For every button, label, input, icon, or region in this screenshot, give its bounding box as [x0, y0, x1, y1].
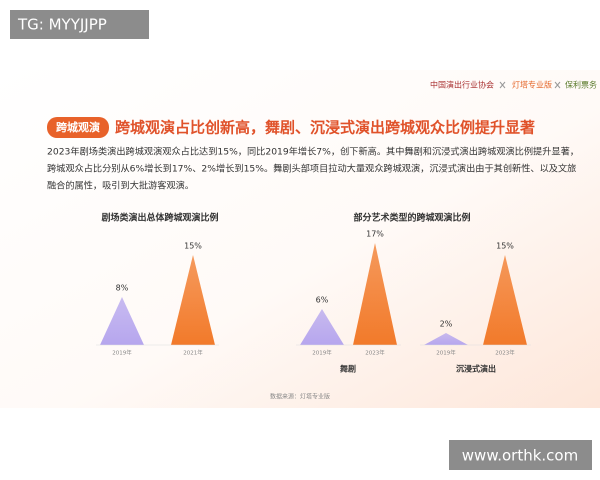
x-tick-label: 2019年 [312, 349, 332, 357]
source: 数据来源：灯塔专业版 [270, 393, 330, 401]
headline: 跨城观演占比创新高，舞剧、沉浸式演出跨城观众比例提升显著 [115, 119, 535, 137]
logo: 灯塔专业版 [512, 80, 552, 90]
value-label: 15% [496, 242, 514, 251]
triangle-bar [483, 255, 527, 345]
triangle-bar [300, 309, 344, 345]
group-label: 舞剧 [339, 364, 356, 374]
triangle-bar [171, 255, 215, 345]
x-tick-label: 2019年 [112, 349, 132, 357]
paragraph-line: 融合的属性，吸引到大批游客观演。 [47, 180, 194, 192]
paragraph-line: 2023年剧场类演出跨城观演观众占比达到15%，同比2019年增长7%，创下新高… [47, 146, 579, 158]
value-label: 17% [366, 230, 384, 239]
value-label: 6% [316, 296, 329, 305]
value-label: 15% [184, 242, 202, 251]
watermark-box [449, 440, 592, 470]
section-tag: 跨城观演 [56, 120, 100, 134]
x-tick-label: 2021年 [183, 349, 203, 357]
logo: 保利票务 [565, 80, 597, 90]
value-label: 8% [116, 284, 129, 293]
logo: 中国演出行业协会 [430, 80, 494, 90]
triangle-bar [424, 333, 468, 345]
separator [554, 81, 561, 89]
watermark: TG: MYYJJPP [17, 16, 107, 34]
separator [499, 81, 506, 89]
x-tick-label: 2023年 [495, 349, 515, 357]
triangle-bar [353, 243, 397, 345]
section-tag-bg [47, 117, 109, 138]
paragraph-line: 跨城观众占比分别从6%增长到17%、2%增长到15%。舞剧头部项目拉动大量观众跨… [47, 163, 576, 175]
group-label: 沉浸式演出 [456, 364, 496, 374]
watermark: www.orthk.com [462, 447, 578, 465]
triangle-bar [100, 297, 144, 345]
x-tick-label: 2019年 [436, 349, 456, 357]
watermark-box [10, 10, 149, 39]
chart-title: 剧场类演出总体跨城观演比例 [101, 212, 218, 224]
chart-title: 部分艺术类型的跨城观演比例 [353, 212, 470, 224]
value-label: 2% [440, 320, 453, 329]
x-tick-label: 2023年 [365, 349, 385, 357]
